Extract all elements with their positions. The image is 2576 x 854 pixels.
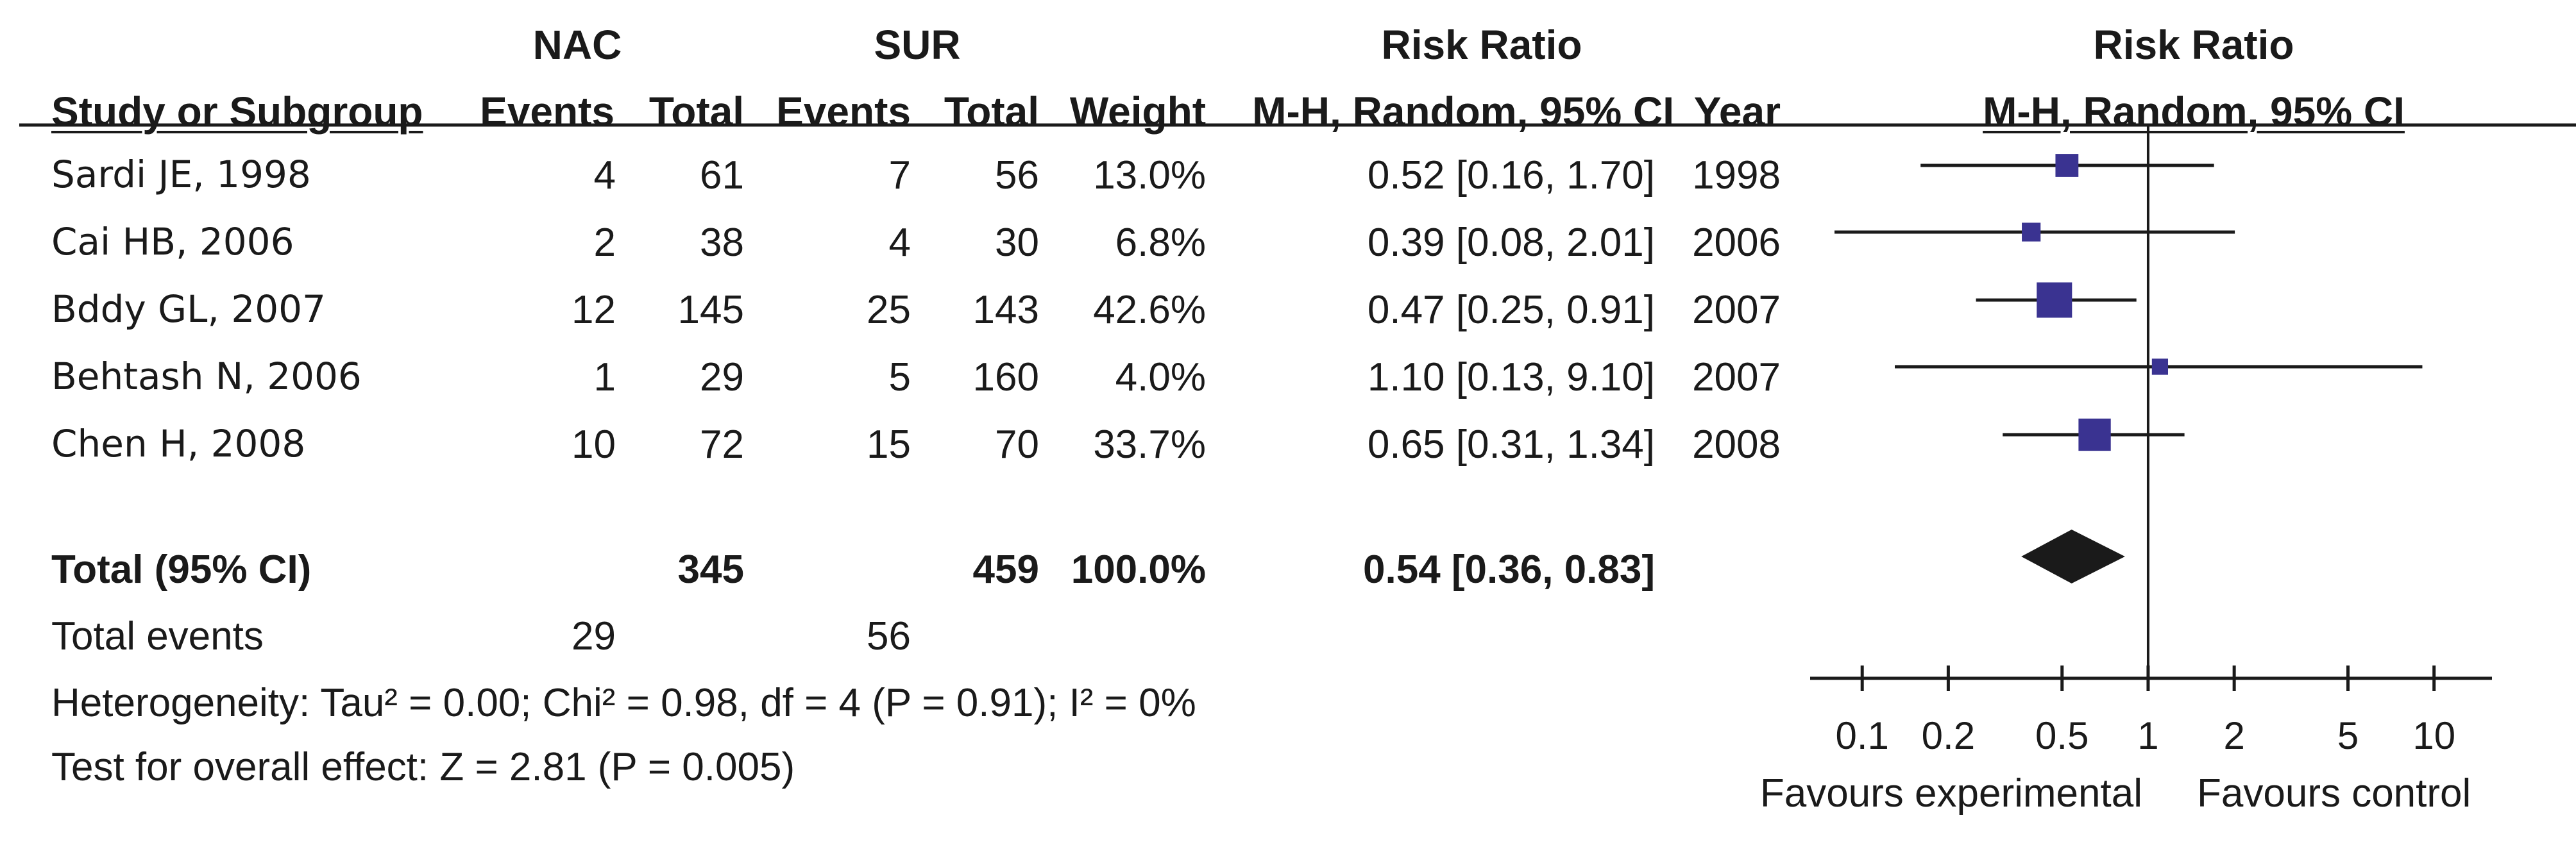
ci-value: 0.47 [0.25, 0.91]	[1367, 288, 1655, 332]
x-tick-label: 5	[2337, 714, 2359, 757]
x-tick-label: 0.5	[2035, 714, 2089, 757]
total1-value: 38	[700, 221, 744, 265]
favours-control-label: Favours control	[2197, 771, 2471, 816]
total2-value: 56	[995, 153, 1039, 197]
total1-value: 345	[677, 548, 744, 592]
total-events-label: Total events	[51, 614, 264, 658]
study-square	[2151, 358, 2169, 375]
weight-value: 4.0%	[1115, 355, 1206, 399]
study-square	[2055, 154, 2079, 177]
total1-value: 29	[700, 355, 744, 399]
total-ci-value: 0.54 [0.36, 0.83]	[1363, 548, 1655, 592]
study-name: Sardi JE, 1998	[51, 153, 311, 196]
total2-value: 70	[995, 423, 1039, 467]
study-square	[2078, 418, 2111, 451]
favours-experimental-label: Favours experimental	[1760, 771, 2142, 816]
x-tick-label: 10	[2412, 714, 2455, 757]
risk-ratio-table-header: Risk Ratio	[1381, 22, 1582, 68]
total2-value: 143	[972, 288, 1039, 332]
events1-value: 2	[593, 221, 616, 265]
year-value: 2008	[1692, 423, 1781, 467]
plot-layer: 0.1 0.2 0.5 1 2 5 10 Favours experimental Favour…	[1760, 125, 2492, 816]
year-value: 2006	[1692, 221, 1781, 265]
total-label: Total (95% CI)	[51, 548, 312, 592]
x-tick-label: 2	[2223, 714, 2244, 757]
year-value: 2007	[1692, 288, 1781, 332]
group2-header: SUR	[874, 22, 961, 68]
x-tick-label: 0.1	[1835, 714, 1888, 757]
study-name: Bddy GL, 2007	[51, 287, 326, 331]
events1-value: 4	[593, 153, 616, 197]
events1-value: 12	[572, 288, 616, 332]
events1-value: 10	[572, 423, 616, 467]
total-weight-value: 100.0%	[1071, 548, 1206, 592]
year-value: 1998	[1692, 153, 1781, 197]
total-events1-value: 29	[572, 614, 616, 658]
x-tick-label: 0.2	[1922, 714, 1975, 757]
overall-effect-text: Test for overall effect: Z = 2.81 (P = 0…	[51, 745, 795, 789]
events2-value: 25	[867, 288, 911, 332]
study-square	[2022, 222, 2041, 242]
ci-value: 0.39 [0.08, 2.01]	[1367, 221, 1655, 265]
study-name: Cai HB, 2006	[51, 220, 294, 264]
risk-ratio-plot-header: Risk Ratio	[2093, 22, 2294, 68]
total1-value: 72	[700, 423, 744, 467]
ci-value: 0.65 [0.31, 1.34]	[1367, 423, 1655, 467]
total2-value: 459	[972, 548, 1039, 592]
x-tick-label: 1	[2137, 714, 2158, 757]
events2-value: 15	[867, 423, 911, 467]
ci-value: 1.10 [0.13, 9.10]	[1367, 355, 1655, 399]
events2-value: 5	[888, 355, 911, 399]
events2-value: 7	[888, 153, 911, 197]
group1-header: NAC	[532, 22, 622, 68]
pooled-diamond	[2021, 530, 2125, 583]
year-value: 2007	[1692, 355, 1781, 399]
weight-value: 13.0%	[1093, 153, 1206, 197]
events2-value: 4	[888, 221, 911, 265]
weight-value: 42.6%	[1093, 288, 1206, 332]
total2-value: 30	[995, 221, 1039, 265]
total-events2-value: 56	[867, 614, 911, 658]
study-name: Behtash N, 2006	[51, 355, 362, 398]
events1-value: 1	[593, 355, 616, 399]
weight-value: 6.8%	[1115, 221, 1206, 265]
weight-value: 33.7%	[1093, 423, 1206, 467]
total2-value: 160	[972, 355, 1039, 399]
ci-value: 0.52 [0.16, 1.70]	[1367, 153, 1655, 197]
study-name: Chen H, 2008	[51, 422, 306, 465]
heterogeneity-text: Heterogeneity: Tau² = 0.00; Chi² = 0.98,…	[51, 681, 1196, 725]
study-square	[2037, 282, 2072, 318]
total1-value: 145	[677, 288, 744, 332]
total1-value: 61	[700, 153, 744, 197]
